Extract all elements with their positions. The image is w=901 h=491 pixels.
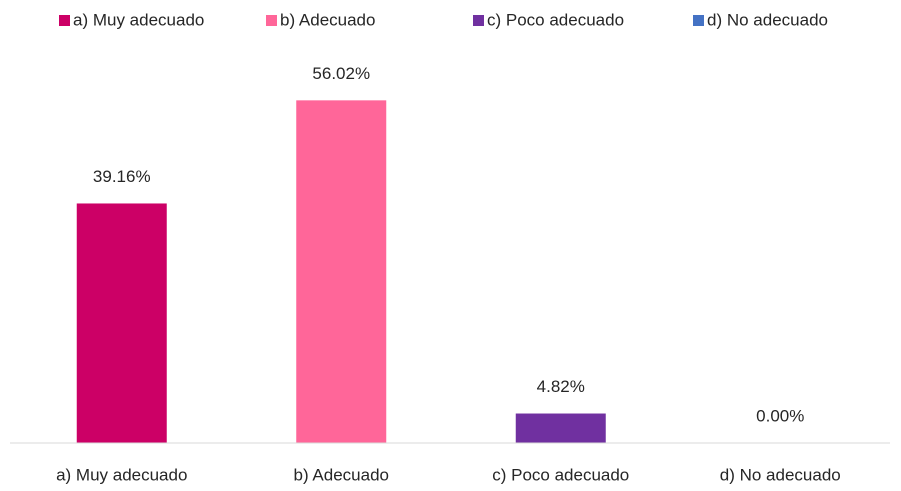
x-tick-label: c) Poco adecuado — [492, 465, 629, 484]
legend-label: d) No adecuado — [707, 10, 828, 29]
data-label: 39.16% — [93, 167, 151, 186]
bar — [515, 413, 606, 443]
data-label: 0.00% — [756, 406, 804, 425]
data-label: 56.02% — [312, 64, 370, 83]
bar — [296, 100, 387, 443]
legend-swatch — [266, 15, 277, 26]
legend-swatch — [59, 15, 70, 26]
legend-label: a) Muy adecuado — [73, 10, 204, 29]
legend-swatch — [693, 15, 704, 26]
data-label: 4.82% — [537, 377, 585, 396]
legend-label: c) Poco adecuado — [487, 10, 624, 29]
legend-label: b) Adecuado — [280, 10, 375, 29]
x-tick-label: d) No adecuado — [720, 465, 841, 484]
x-tick-label: b) Adecuado — [294, 465, 389, 484]
bar — [76, 203, 167, 443]
legend-swatch — [473, 15, 484, 26]
x-tick-label: a) Muy adecuado — [56, 465, 187, 484]
